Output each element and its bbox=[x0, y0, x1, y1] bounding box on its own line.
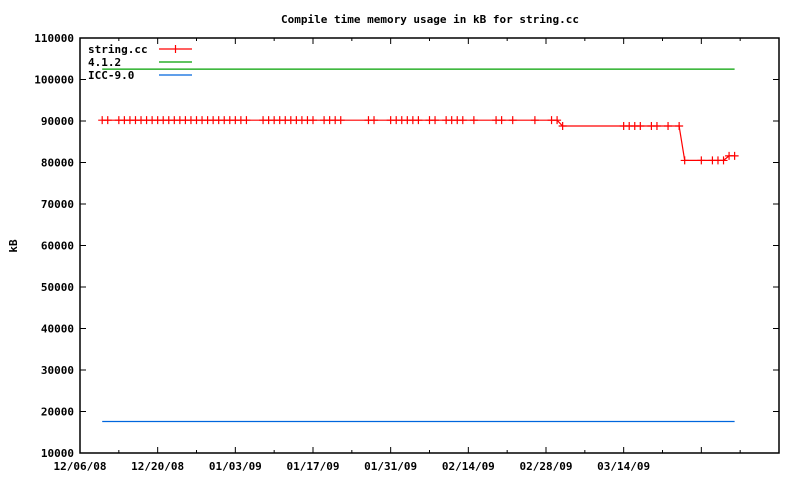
data-point bbox=[336, 116, 345, 125]
y-tick-label: 50000 bbox=[41, 281, 74, 294]
y-tick-label: 10000 bbox=[41, 447, 74, 460]
legend-label: string.cc bbox=[88, 43, 148, 56]
x-tick-label: 01/17/09 bbox=[287, 460, 340, 473]
y-tick-label: 80000 bbox=[41, 157, 74, 170]
data-point bbox=[497, 116, 506, 125]
data-point bbox=[370, 116, 379, 125]
y-tick-label: 70000 bbox=[41, 198, 74, 211]
y-tick-label: 110000 bbox=[34, 32, 74, 45]
data-point bbox=[458, 116, 467, 125]
y-tick-label: 100000 bbox=[34, 74, 74, 87]
data-point bbox=[719, 156, 728, 165]
data-point bbox=[558, 121, 567, 130]
data-point bbox=[636, 121, 645, 130]
data-point bbox=[103, 116, 112, 125]
data-point bbox=[730, 151, 739, 160]
data-point bbox=[675, 121, 684, 130]
x-tick-label: 12/20/08 bbox=[131, 460, 184, 473]
x-tick-label: 02/28/09 bbox=[520, 460, 573, 473]
data-point bbox=[664, 121, 673, 130]
data-point bbox=[652, 121, 661, 130]
data-point bbox=[530, 116, 539, 125]
data-point bbox=[697, 156, 706, 165]
y-axis-label: kB bbox=[7, 239, 20, 253]
x-tick-label: 01/31/09 bbox=[364, 460, 417, 473]
data-point bbox=[508, 116, 517, 125]
data-point bbox=[242, 116, 251, 125]
y-tick-label: 40000 bbox=[41, 323, 74, 336]
x-tick-label: 12/06/08 bbox=[54, 460, 107, 473]
legend-label: ICC-9.0 bbox=[88, 69, 134, 82]
data-point bbox=[680, 156, 689, 165]
data-point bbox=[469, 116, 478, 125]
y-tick-label: 60000 bbox=[41, 240, 74, 253]
y-tick-label: 20000 bbox=[41, 406, 74, 419]
legend-label: 4.1.2 bbox=[88, 56, 121, 69]
data-point bbox=[414, 116, 423, 125]
y-tick-label: 90000 bbox=[41, 115, 74, 128]
plot-border bbox=[79, 37, 780, 454]
data-point bbox=[431, 116, 440, 125]
chart-title: Compile time memory usage in kB for stri… bbox=[281, 13, 579, 26]
data-point bbox=[309, 116, 317, 125]
x-tick-label: 01/03/09 bbox=[209, 460, 262, 473]
y-tick-label: 30000 bbox=[41, 364, 74, 377]
x-tick-label: 02/14/09 bbox=[442, 460, 495, 473]
x-tick-label: 03/14/09 bbox=[597, 460, 650, 473]
data-point bbox=[553, 116, 562, 125]
